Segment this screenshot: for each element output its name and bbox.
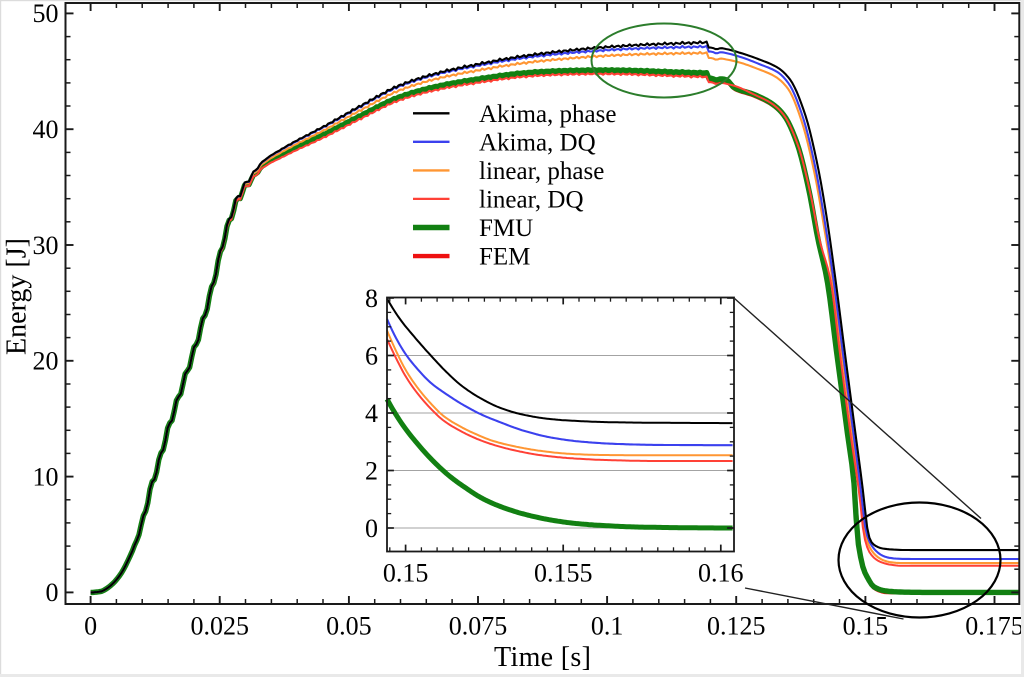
svg-text:Akima, DQ: Akima, DQ [479, 129, 596, 156]
svg-text:8: 8 [365, 284, 378, 313]
svg-text:Akima, phase: Akima, phase [479, 101, 616, 128]
svg-text:FMU: FMU [479, 215, 533, 242]
svg-text:0.15: 0.15 [843, 612, 889, 641]
svg-text:4: 4 [365, 399, 378, 428]
svg-text:0.1: 0.1 [591, 612, 624, 641]
svg-text:2: 2 [365, 456, 378, 485]
svg-text:0.125: 0.125 [707, 612, 766, 641]
svg-text:6: 6 [365, 341, 378, 370]
svg-text:0.15: 0.15 [383, 559, 429, 588]
svg-text:0: 0 [84, 612, 97, 641]
svg-text:0: 0 [46, 578, 59, 607]
svg-text:0.075: 0.075 [449, 612, 508, 641]
svg-text:0.155: 0.155 [534, 559, 593, 588]
svg-text:0.05: 0.05 [326, 612, 372, 641]
svg-text:0: 0 [365, 514, 378, 543]
svg-text:Time [s]: Time [s] [494, 642, 591, 673]
svg-text:40: 40 [33, 115, 59, 144]
svg-text:50: 50 [33, 0, 59, 28]
svg-text:0.16: 0.16 [698, 559, 744, 588]
svg-text:Energy [J]: Energy [J] [2, 238, 33, 355]
svg-text:10: 10 [33, 462, 59, 491]
svg-text:0.175: 0.175 [965, 612, 1024, 641]
svg-text:linear, DQ: linear, DQ [479, 187, 584, 214]
svg-text:30: 30 [33, 231, 59, 260]
svg-text:linear, phase: linear, phase [479, 158, 604, 185]
svg-text:0.025: 0.025 [190, 612, 249, 641]
svg-text:20: 20 [33, 347, 59, 376]
svg-text:FEM: FEM [479, 244, 530, 271]
